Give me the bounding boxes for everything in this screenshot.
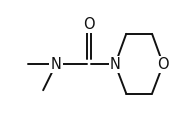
Text: O: O <box>157 57 169 72</box>
Text: N: N <box>51 57 62 72</box>
Text: O: O <box>84 17 95 32</box>
Text: N: N <box>110 57 121 72</box>
